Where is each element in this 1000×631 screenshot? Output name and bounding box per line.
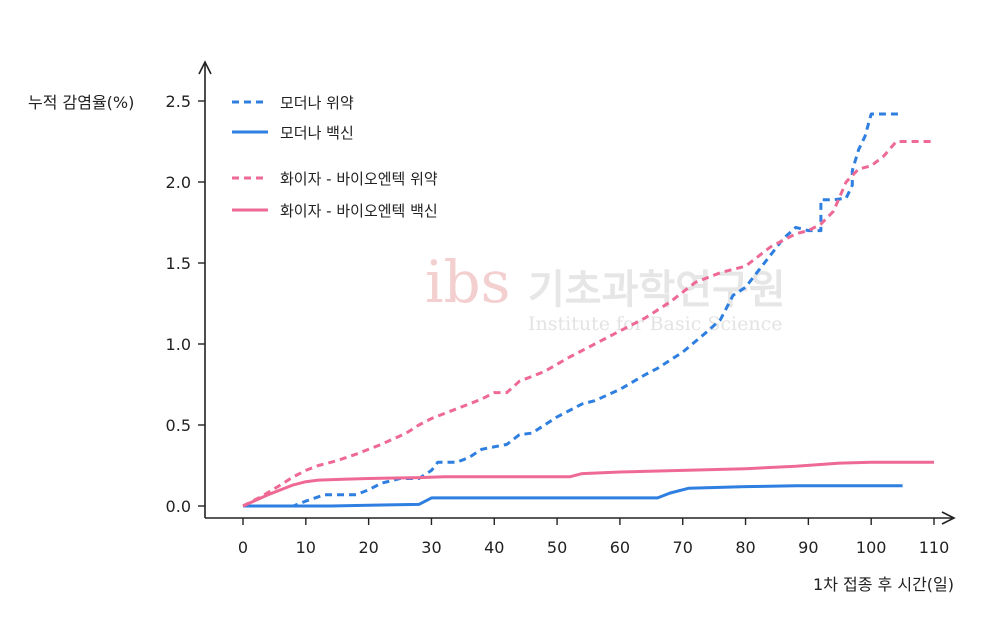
x-axis-arrow (941, 511, 956, 525)
legend-label: 모더나 백신 (280, 124, 354, 142)
series-line-1 (243, 484, 903, 508)
y-tick-label: 2.0 (166, 173, 191, 192)
y-axis-arrow (198, 60, 212, 75)
series-line-0 (243, 112, 903, 508)
watermark-english-name: Institute for Basic Science (528, 313, 783, 335)
series-lines (242, 112, 934, 508)
series-line-3 (242, 460, 934, 508)
watermark-korean-name: 기초과학연구원 (528, 267, 786, 313)
watermark-logo: ibs (425, 248, 510, 316)
x-tick-label: 10 (296, 538, 316, 557)
x-tick-label: 100 (856, 538, 887, 557)
x-tick-label: 80 (735, 538, 755, 557)
x-ticks: 0 10 20 30 40 50 60 70 80 90 100 110 (238, 518, 949, 557)
legend-label: 모더나 위약 (280, 94, 354, 112)
legend-label: 화이자 - 바이오엔텍 백신 (280, 202, 438, 220)
y-tick-label: 0.0 (166, 497, 191, 516)
y-tick-label: 0.5 (166, 416, 191, 435)
y-tick-label: 1.0 (166, 335, 191, 354)
x-tick-label: 20 (358, 538, 378, 557)
y-tick-label: 2.5 (166, 92, 191, 111)
x-tick-label: 30 (421, 538, 441, 557)
x-tick-label: 110 (919, 538, 950, 557)
x-tick-label: 0 (238, 538, 248, 557)
y-tick-label: 1.5 (166, 254, 191, 273)
legend-label: 화이자 - 바이오엔텍 위약 (280, 170, 438, 188)
x-axis-label: 1차 접종 후 시간(일) (813, 575, 954, 594)
x-tick-label: 40 (484, 538, 504, 557)
axes (198, 60, 956, 525)
x-tick-label: 70 (673, 538, 693, 557)
x-tick-label: 60 (610, 538, 630, 557)
x-tick-label: 50 (547, 538, 567, 557)
y-axis-label: 누적 감염율(%) (28, 93, 134, 112)
ibs-watermark: ibs 기초과학연구원 Institute for Basic Science (425, 248, 786, 335)
series-line-2 (242, 140, 934, 508)
x-tick-label: 90 (798, 538, 818, 557)
y-ticks: 0.0 0.5 1.0 1.5 2.0 2.5 (166, 92, 205, 516)
